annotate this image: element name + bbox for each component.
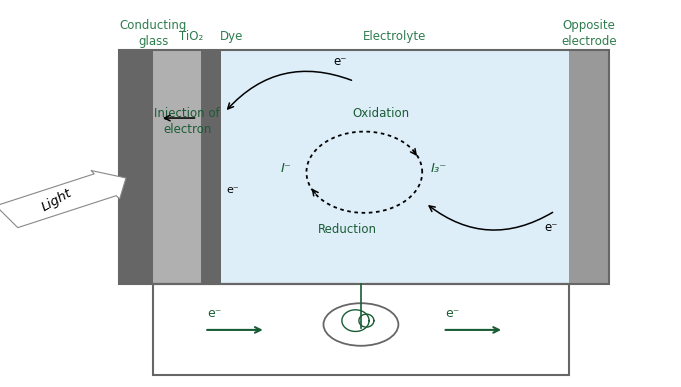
Text: Light: Light: [39, 187, 74, 214]
Text: e⁻: e⁻: [207, 307, 222, 320]
Bar: [119, 50, 153, 284]
FancyArrow shape: [0, 170, 126, 228]
Text: Electrolyte: Electrolyte: [363, 29, 427, 43]
Bar: [221, 50, 569, 284]
Text: TiO₂: TiO₂: [178, 29, 203, 43]
Text: Oxidation: Oxidation: [353, 107, 410, 120]
Text: Conducting
glass: Conducting glass: [120, 19, 187, 48]
Text: Dye: Dye: [220, 29, 243, 43]
Text: e⁻: e⁻: [545, 221, 558, 234]
Text: e⁻: e⁻: [227, 185, 240, 195]
Text: Injection of
electron: Injection of electron: [155, 108, 220, 136]
Bar: [153, 284, 569, 375]
Bar: [153, 50, 201, 284]
Text: I₃⁻: I₃⁻: [431, 162, 447, 175]
Bar: [119, 50, 609, 284]
Text: I⁻: I⁻: [281, 162, 291, 175]
Bar: [569, 50, 609, 284]
Text: Opposite
electrode: Opposite electrode: [561, 19, 617, 48]
Text: Reduction: Reduction: [318, 223, 377, 236]
Text: e⁻: e⁻: [445, 307, 460, 320]
Bar: [201, 50, 221, 284]
Text: e⁻: e⁻: [334, 55, 347, 68]
